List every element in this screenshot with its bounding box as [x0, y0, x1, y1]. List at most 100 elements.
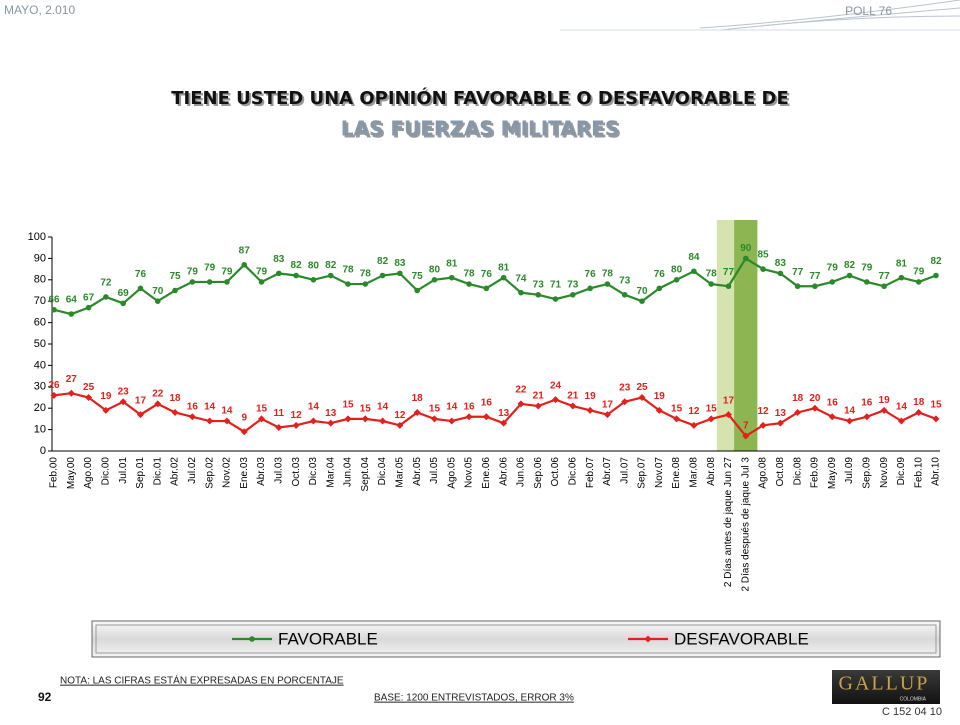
x-tick-label: Jul.09 — [844, 457, 855, 484]
data-label: 83 — [394, 258, 406, 269]
data-label: 14 — [308, 402, 320, 413]
legend-box — [91, 620, 941, 658]
y-tick-label: 10 — [34, 424, 46, 436]
x-tick-label: Abr.05 — [412, 457, 423, 486]
x-tick-label: Abr.10 — [931, 457, 942, 486]
data-label: 70 — [152, 286, 164, 297]
data-label: 78 — [602, 269, 614, 280]
y-tick-label: 100 — [28, 231, 46, 243]
data-label: 18 — [412, 393, 424, 404]
point — [379, 272, 386, 279]
data-label: 12 — [394, 410, 406, 421]
data-label: 73 — [533, 279, 545, 290]
legend-inner — [95, 624, 937, 654]
data-label: 78 — [706, 269, 718, 280]
date: MAYO, 2.010 — [4, 3, 75, 17]
x-tick-label: Jun.06 — [516, 457, 527, 487]
data-label: 15 — [429, 404, 441, 415]
x-tick-label: Ago.00 — [83, 457, 94, 489]
data-label: 20 — [809, 393, 821, 404]
chart-title: TIENE USTED UNA OPINIÓN FAVORABLE O DESF… — [171, 87, 789, 109]
y-tick-label: 50 — [34, 338, 46, 350]
point — [67, 389, 75, 397]
x-tick-label: Abr.08 — [706, 457, 717, 486]
data-label: 27 — [66, 374, 78, 385]
point — [310, 277, 317, 283]
data-label: 15 — [930, 400, 942, 411]
x-tick-label: Oct.03 — [291, 457, 302, 487]
data-label: 75 — [412, 271, 424, 282]
data-label: 11 — [274, 408, 285, 419]
point — [224, 279, 230, 285]
x-tick-label: Ene.06 — [481, 457, 492, 489]
data-label: 67 — [83, 292, 95, 303]
point — [293, 272, 299, 279]
data-label: 7 — [743, 421, 749, 432]
point — [811, 404, 819, 412]
point — [188, 413, 196, 421]
data-label: 15 — [671, 404, 683, 415]
data-label: 15 — [360, 404, 372, 415]
point — [725, 283, 732, 290]
point — [898, 274, 905, 281]
point — [742, 255, 749, 262]
point — [362, 281, 369, 287]
series-line — [53, 392, 937, 438]
data-label: 77 — [809, 271, 821, 282]
data-label: 14 — [896, 402, 908, 413]
point — [327, 272, 334, 279]
point — [414, 287, 420, 294]
data-label: 69 — [118, 288, 130, 299]
x-tick-label: Dic.01 — [152, 457, 163, 486]
data-label: 19 — [654, 391, 666, 402]
point — [644, 635, 652, 643]
point — [621, 291, 628, 298]
x-tick-label: Mar.05 — [395, 457, 406, 488]
x-tick-label: Dic.08 — [792, 457, 803, 486]
x-tick-label: Feb.10 — [913, 457, 924, 489]
x-tick-label: Abr.06 — [498, 457, 509, 486]
x-tick-label: Sept.04 — [360, 457, 371, 492]
point — [396, 421, 404, 429]
data-label: 16 — [827, 397, 839, 408]
note: NOTA: LAS CIFRAS ESTÁN EXPRESADAS EN POR… — [60, 674, 344, 687]
data-label: 16 — [861, 397, 873, 408]
data-label: 84 — [688, 252, 700, 263]
point — [691, 268, 697, 275]
data-label: 71 — [550, 280, 562, 291]
data-label: 80 — [429, 264, 441, 275]
point — [483, 285, 490, 292]
x-tick-label: Oct.06 — [550, 457, 561, 487]
point — [120, 300, 126, 307]
point — [119, 398, 127, 406]
point — [673, 277, 680, 283]
data-label: 18 — [913, 397, 925, 408]
x-tick-label: Nov.02 — [222, 457, 233, 488]
data-label: 79 — [187, 267, 199, 278]
y-tick-label: 0 — [40, 445, 46, 457]
x-tick-label: Dic.03 — [308, 457, 319, 486]
data-label: 76 — [585, 269, 597, 280]
data-label: 26 — [48, 380, 60, 391]
data-label: 15 — [342, 400, 354, 411]
data-label: 70 — [636, 286, 648, 297]
point — [465, 413, 473, 421]
point — [327, 419, 335, 427]
point — [430, 415, 438, 423]
base: BASE: 1200 ENTREVISTADOS, ERROR 3% — [374, 693, 574, 704]
point — [500, 274, 507, 281]
point — [500, 419, 508, 427]
x-tick-label: Sep.01 — [135, 457, 146, 489]
data-label: 14 — [377, 402, 389, 413]
data-label: 19 — [100, 391, 112, 402]
data-label: 79 — [861, 263, 873, 274]
point — [534, 402, 542, 410]
data-label: 23 — [118, 386, 130, 397]
data-label: 14 — [844, 406, 856, 417]
point — [103, 294, 109, 300]
data-label: 15 — [706, 404, 718, 415]
y-tick-label: 80 — [34, 274, 46, 286]
point — [171, 408, 179, 416]
x-tick-label: Nov.09 — [879, 457, 890, 488]
data-label: 22 — [515, 385, 527, 396]
